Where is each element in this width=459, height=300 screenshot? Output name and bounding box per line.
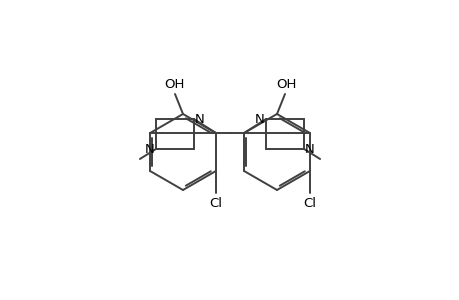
Text: OH: OH — [163, 77, 184, 91]
Text: N: N — [255, 112, 264, 125]
Text: Cl: Cl — [209, 196, 222, 209]
Text: N: N — [195, 112, 204, 125]
Text: OH: OH — [275, 77, 296, 91]
Text: Cl: Cl — [303, 196, 316, 209]
Text: N: N — [145, 142, 154, 155]
Text: N: N — [305, 142, 314, 155]
